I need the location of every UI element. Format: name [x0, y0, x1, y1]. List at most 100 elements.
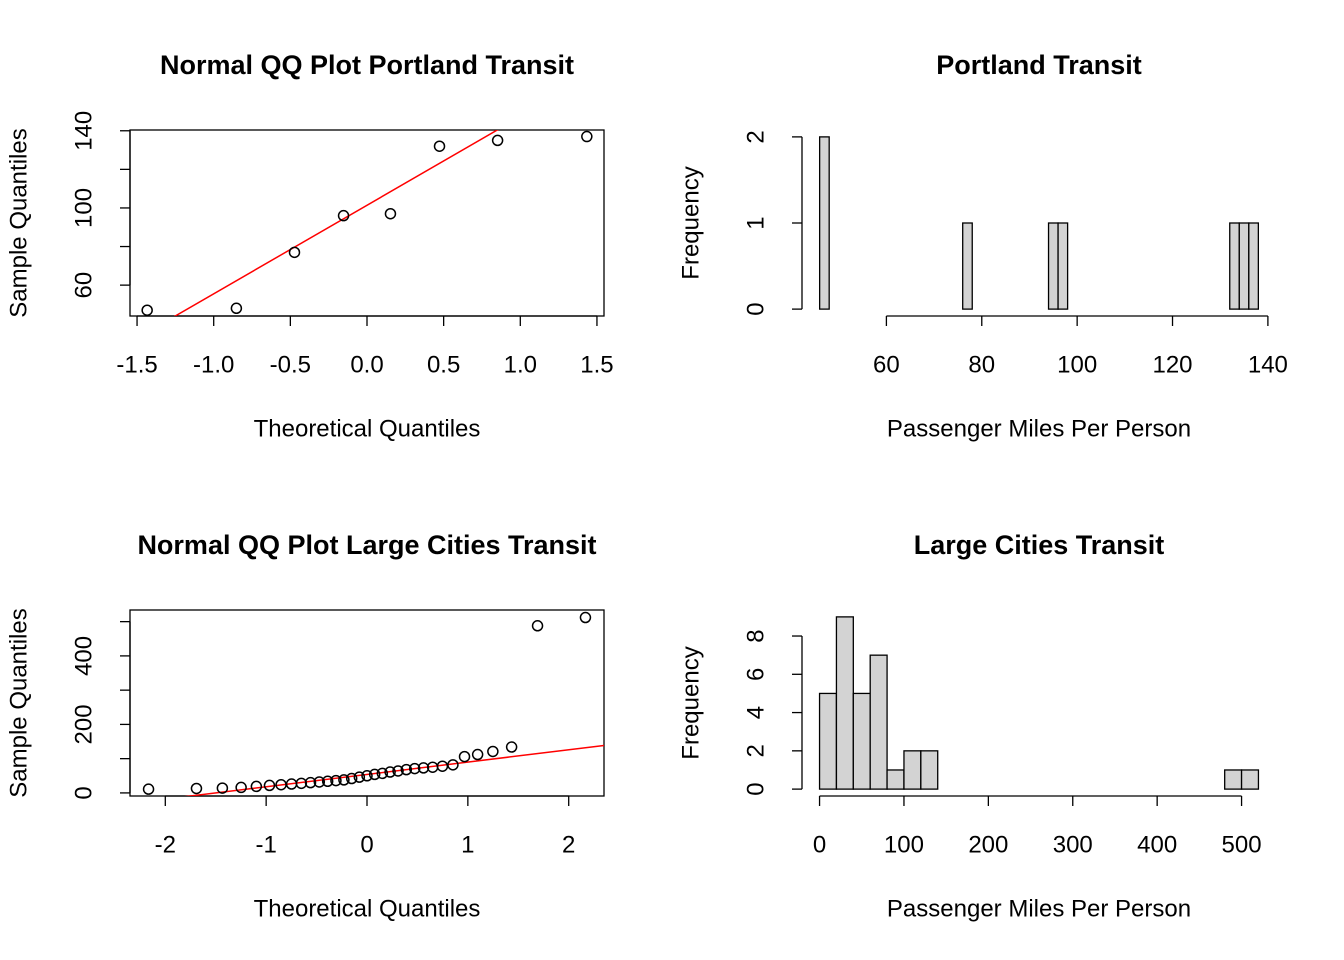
y-tick-label: 8 — [742, 629, 769, 642]
y-tick-label: 140 — [70, 111, 97, 151]
bar — [852, 692, 871, 790]
point — [353, 771, 366, 783]
y-tick-label: 6 — [742, 668, 769, 681]
panel: Normal QQ Plot Portland Transit Theoretic… — [5, 50, 613, 442]
x-tick-label: 200 — [968, 831, 1008, 858]
point — [579, 611, 592, 624]
point — [458, 750, 471, 763]
bar — [1229, 222, 1240, 310]
x-tick-label: 140 — [1248, 351, 1288, 378]
bar — [920, 750, 939, 790]
point — [235, 781, 247, 794]
y-tick-label: 0 — [742, 782, 769, 795]
x-tick-label: 0 — [360, 831, 373, 858]
y-axis-label: Sample Quantiles — [5, 128, 32, 317]
x-tick-label: 1.0 — [504, 351, 537, 378]
point — [321, 775, 334, 788]
point — [304, 776, 317, 789]
point — [384, 207, 397, 220]
point — [368, 768, 381, 781]
point — [471, 748, 484, 761]
point — [433, 140, 446, 152]
chart-title: Portland Transit — [936, 50, 1142, 80]
point — [581, 130, 593, 143]
chart-title: Large Cities Transit — [914, 530, 1165, 560]
point — [330, 774, 342, 787]
y-tick-label: 0 — [70, 786, 97, 799]
x-tick-label: 0 — [813, 831, 826, 858]
point — [337, 209, 350, 222]
point — [491, 134, 504, 147]
y-tick-label: 400 — [70, 636, 97, 676]
reference-line — [173, 130, 499, 316]
x-tick-label: 0.5 — [427, 351, 460, 378]
point — [190, 782, 203, 795]
reference-line — [184, 744, 604, 796]
y-tick-label: 2 — [742, 130, 769, 143]
bar — [818, 692, 838, 790]
point — [376, 767, 389, 780]
chart-title: Normal QQ Plot Large Cities Transit — [137, 530, 596, 560]
point — [417, 762, 430, 774]
y-tick-label: 1 — [742, 216, 769, 229]
plot-box — [129, 609, 605, 797]
x-tick-label: -2 — [155, 831, 176, 858]
x-tick-label: -1.5 — [116, 351, 157, 378]
x-axis-label: Theoretical Quantiles — [254, 415, 481, 442]
point — [338, 774, 350, 786]
point — [531, 620, 544, 632]
point — [400, 763, 413, 776]
point — [295, 777, 308, 790]
y-axis-label: Frequency — [677, 646, 704, 759]
bar — [1238, 222, 1250, 310]
x-axis-label: Passenger Miles Per Person — [887, 415, 1191, 442]
x-axis-label: Theoretical Quantiles — [254, 895, 481, 922]
y-tick-label: 4 — [742, 706, 769, 719]
x-tick-label: 0.0 — [350, 351, 383, 378]
bar — [1240, 769, 1260, 790]
x-tick-label: 100 — [1057, 351, 1097, 378]
panel: Portland Transit Passenger Miles Per Pers… — [677, 50, 1288, 442]
point — [263, 779, 276, 792]
x-tick-label: 500 — [1222, 831, 1262, 858]
chart-title: Normal QQ Plot Portland Transit — [160, 50, 574, 80]
bar — [869, 654, 888, 790]
x-tick-label: 1 — [461, 831, 474, 858]
bar — [1248, 222, 1260, 310]
bar — [903, 750, 922, 790]
x-tick-label: -0.5 — [270, 351, 311, 378]
plot-box — [129, 129, 605, 317]
bar — [818, 136, 830, 310]
x-tick-label: 300 — [1053, 831, 1093, 858]
point — [141, 304, 153, 316]
point — [447, 759, 459, 771]
x-tick-label: 400 — [1137, 831, 1177, 858]
point — [142, 783, 155, 795]
point — [288, 246, 301, 259]
panel: Normal QQ Plot Large Cities Transit Theor… — [5, 530, 605, 922]
point — [345, 772, 358, 785]
point — [392, 765, 404, 777]
y-tick-label: 100 — [70, 188, 97, 228]
x-axis-label: Passenger Miles Per Person — [887, 895, 1191, 922]
y-tick-label: 60 — [70, 272, 97, 299]
point — [230, 302, 243, 315]
point — [408, 762, 421, 775]
x-tick-label: 60 — [873, 351, 900, 378]
point — [313, 776, 326, 788]
x-tick-label: 1.5 — [580, 351, 613, 378]
y-tick-label: 0 — [742, 302, 769, 315]
bar — [886, 769, 905, 790]
point — [216, 782, 229, 794]
bar — [1224, 769, 1243, 790]
x-tick-label: 80 — [968, 351, 995, 378]
x-tick-label: 2 — [562, 831, 575, 858]
point — [361, 770, 373, 782]
bar — [1047, 222, 1059, 310]
point — [250, 780, 263, 793]
x-tick-label: -1.0 — [193, 351, 234, 378]
x-tick-label: 120 — [1152, 351, 1192, 378]
x-tick-label: -1 — [255, 831, 276, 858]
y-tick-label: 200 — [70, 704, 97, 744]
